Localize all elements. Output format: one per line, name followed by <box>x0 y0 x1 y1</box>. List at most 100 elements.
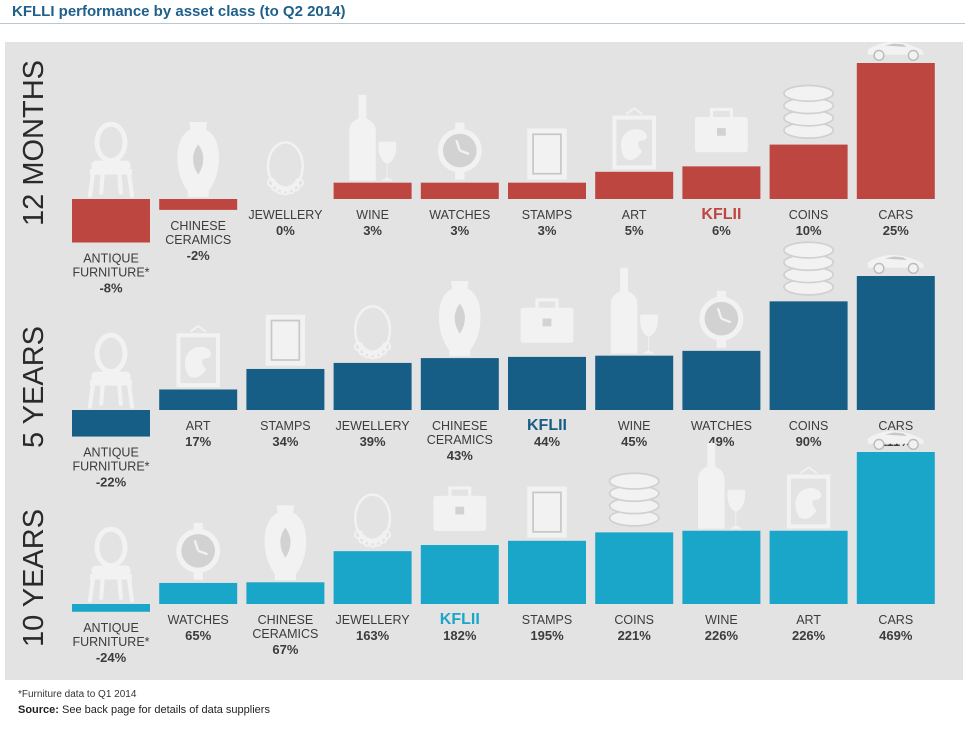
category-label: CHINESE <box>170 219 226 233</box>
bar <box>333 182 412 199</box>
briefcase-icon <box>520 298 574 343</box>
value-label: 44% <box>534 434 560 449</box>
category-label: JEWELLERY <box>336 419 411 433</box>
necklace-icon <box>266 141 304 196</box>
chair-icon <box>87 332 135 409</box>
bar <box>769 144 848 199</box>
vase-icon <box>177 122 220 197</box>
watch-icon <box>699 290 744 348</box>
value-label: 3% <box>450 223 469 238</box>
value-label: 0% <box>276 223 295 238</box>
vase-icon <box>264 505 307 581</box>
source-label: Source: <box>18 704 59 716</box>
category-label: ART <box>622 208 647 222</box>
category-label: WINE <box>618 419 651 433</box>
category-label: STAMPS <box>522 208 572 222</box>
category-label: WINE <box>705 613 738 627</box>
bar <box>856 63 935 199</box>
section-title: 5 YEARS <box>18 326 50 448</box>
art-frame-icon <box>612 107 656 170</box>
watch-icon <box>437 122 482 180</box>
category-label: CERAMICS <box>165 233 231 247</box>
category-label: CARS <box>878 208 913 222</box>
chair-icon <box>87 526 135 603</box>
bar <box>246 368 325 410</box>
value-label: 469% <box>879 628 913 643</box>
title-divider <box>0 23 965 24</box>
value-label: 5% <box>625 223 644 238</box>
source-note: Source: See back page for details of dat… <box>18 704 270 716</box>
wine-icon <box>610 267 658 354</box>
source-text: See back page for details of data suppli… <box>62 704 270 716</box>
value-label: 195% <box>530 628 564 643</box>
category-label: WATCHES <box>168 613 229 627</box>
briefcase-icon <box>433 486 487 531</box>
value-label: 67% <box>272 642 298 657</box>
vase-icon <box>438 281 481 357</box>
category-label: ANTIQUE <box>83 446 139 460</box>
panel-years5: 5 YEARSANTIQUEFURNITURE*-22%ART17%STAMPS… <box>18 241 935 490</box>
bar <box>333 551 412 604</box>
value-label: -24% <box>96 650 127 665</box>
category-label: ANTIQUE <box>83 621 139 635</box>
bar <box>72 410 150 437</box>
category-label: COINS <box>789 419 829 433</box>
value-label: 3% <box>363 223 382 238</box>
briefcase-icon <box>695 107 748 153</box>
bar <box>769 301 848 410</box>
stamp-icon <box>527 128 567 180</box>
category-label: JEWELLERY <box>248 208 323 222</box>
bar <box>508 540 586 604</box>
panel-years10: 10 YEARS ANTIQUEFURNITURE*-24%WATCHES65%C… <box>18 430 935 665</box>
chair-icon <box>87 121 135 198</box>
stamp-icon <box>265 314 306 366</box>
necklace-icon <box>354 305 392 360</box>
value-label: 45% <box>621 434 647 449</box>
bar <box>420 545 499 604</box>
bar <box>72 199 150 243</box>
value-label: 25% <box>883 223 909 238</box>
value-label: 163% <box>356 628 390 643</box>
category-label: FURNITURE* <box>72 460 149 474</box>
bar <box>769 530 848 604</box>
value-label: -2% <box>187 248 211 263</box>
category-label: STAMPS <box>260 419 310 433</box>
value-label: 34% <box>272 434 298 449</box>
category-label: WINE <box>356 208 389 222</box>
bar <box>72 604 150 612</box>
category-label: CERAMICS <box>427 433 493 447</box>
category-label: KFLII <box>701 206 741 223</box>
necklace-icon <box>354 493 392 548</box>
bar <box>682 350 761 410</box>
bar <box>682 166 761 199</box>
category-label: CHINESE <box>432 419 488 433</box>
coins-icon <box>608 472 660 527</box>
stamp-icon <box>527 486 567 538</box>
category-label: ART <box>186 419 211 433</box>
category-label: COINS <box>789 208 829 222</box>
bar <box>159 389 238 410</box>
bar <box>856 452 935 604</box>
value-label: 221% <box>618 628 652 643</box>
category-label: CARS <box>878 419 913 433</box>
value-label: 6% <box>712 223 731 238</box>
bar <box>682 530 761 604</box>
bar <box>159 582 238 604</box>
category-label: CERAMICS <box>252 627 318 641</box>
category-label: ANTIQUE <box>83 252 139 266</box>
value-label: 65% <box>185 628 211 643</box>
category-label: CARS <box>878 613 913 627</box>
category-label: WATCHES <box>429 208 490 222</box>
category-label: CHINESE <box>258 613 314 627</box>
bar <box>595 171 674 199</box>
bar <box>333 362 412 410</box>
chart-title: KFLLI performance by asset class (to Q2 … <box>12 3 346 20</box>
category-label: FURNITURE* <box>72 266 149 280</box>
value-label: 43% <box>447 448 473 463</box>
category-label: KFLII <box>527 417 567 434</box>
value-label: 226% <box>792 628 826 643</box>
art-frame-icon <box>786 466 831 529</box>
coins-icon <box>783 84 835 139</box>
